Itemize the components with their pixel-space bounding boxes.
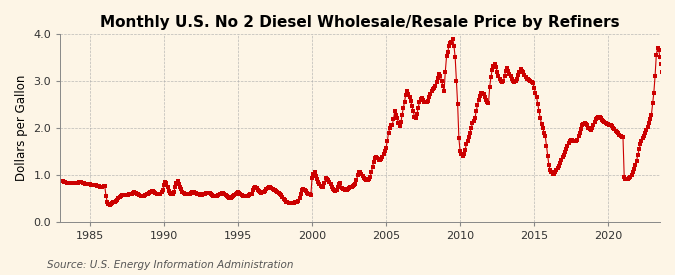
- Title: Monthly U.S. No 2 Diesel Wholesale/Resale Price by Refiners: Monthly U.S. No 2 Diesel Wholesale/Resal…: [101, 15, 620, 30]
- Text: Source: U.S. Energy Information Administration: Source: U.S. Energy Information Administ…: [47, 260, 294, 270]
- Y-axis label: Dollars per Gallon: Dollars per Gallon: [15, 75, 28, 181]
